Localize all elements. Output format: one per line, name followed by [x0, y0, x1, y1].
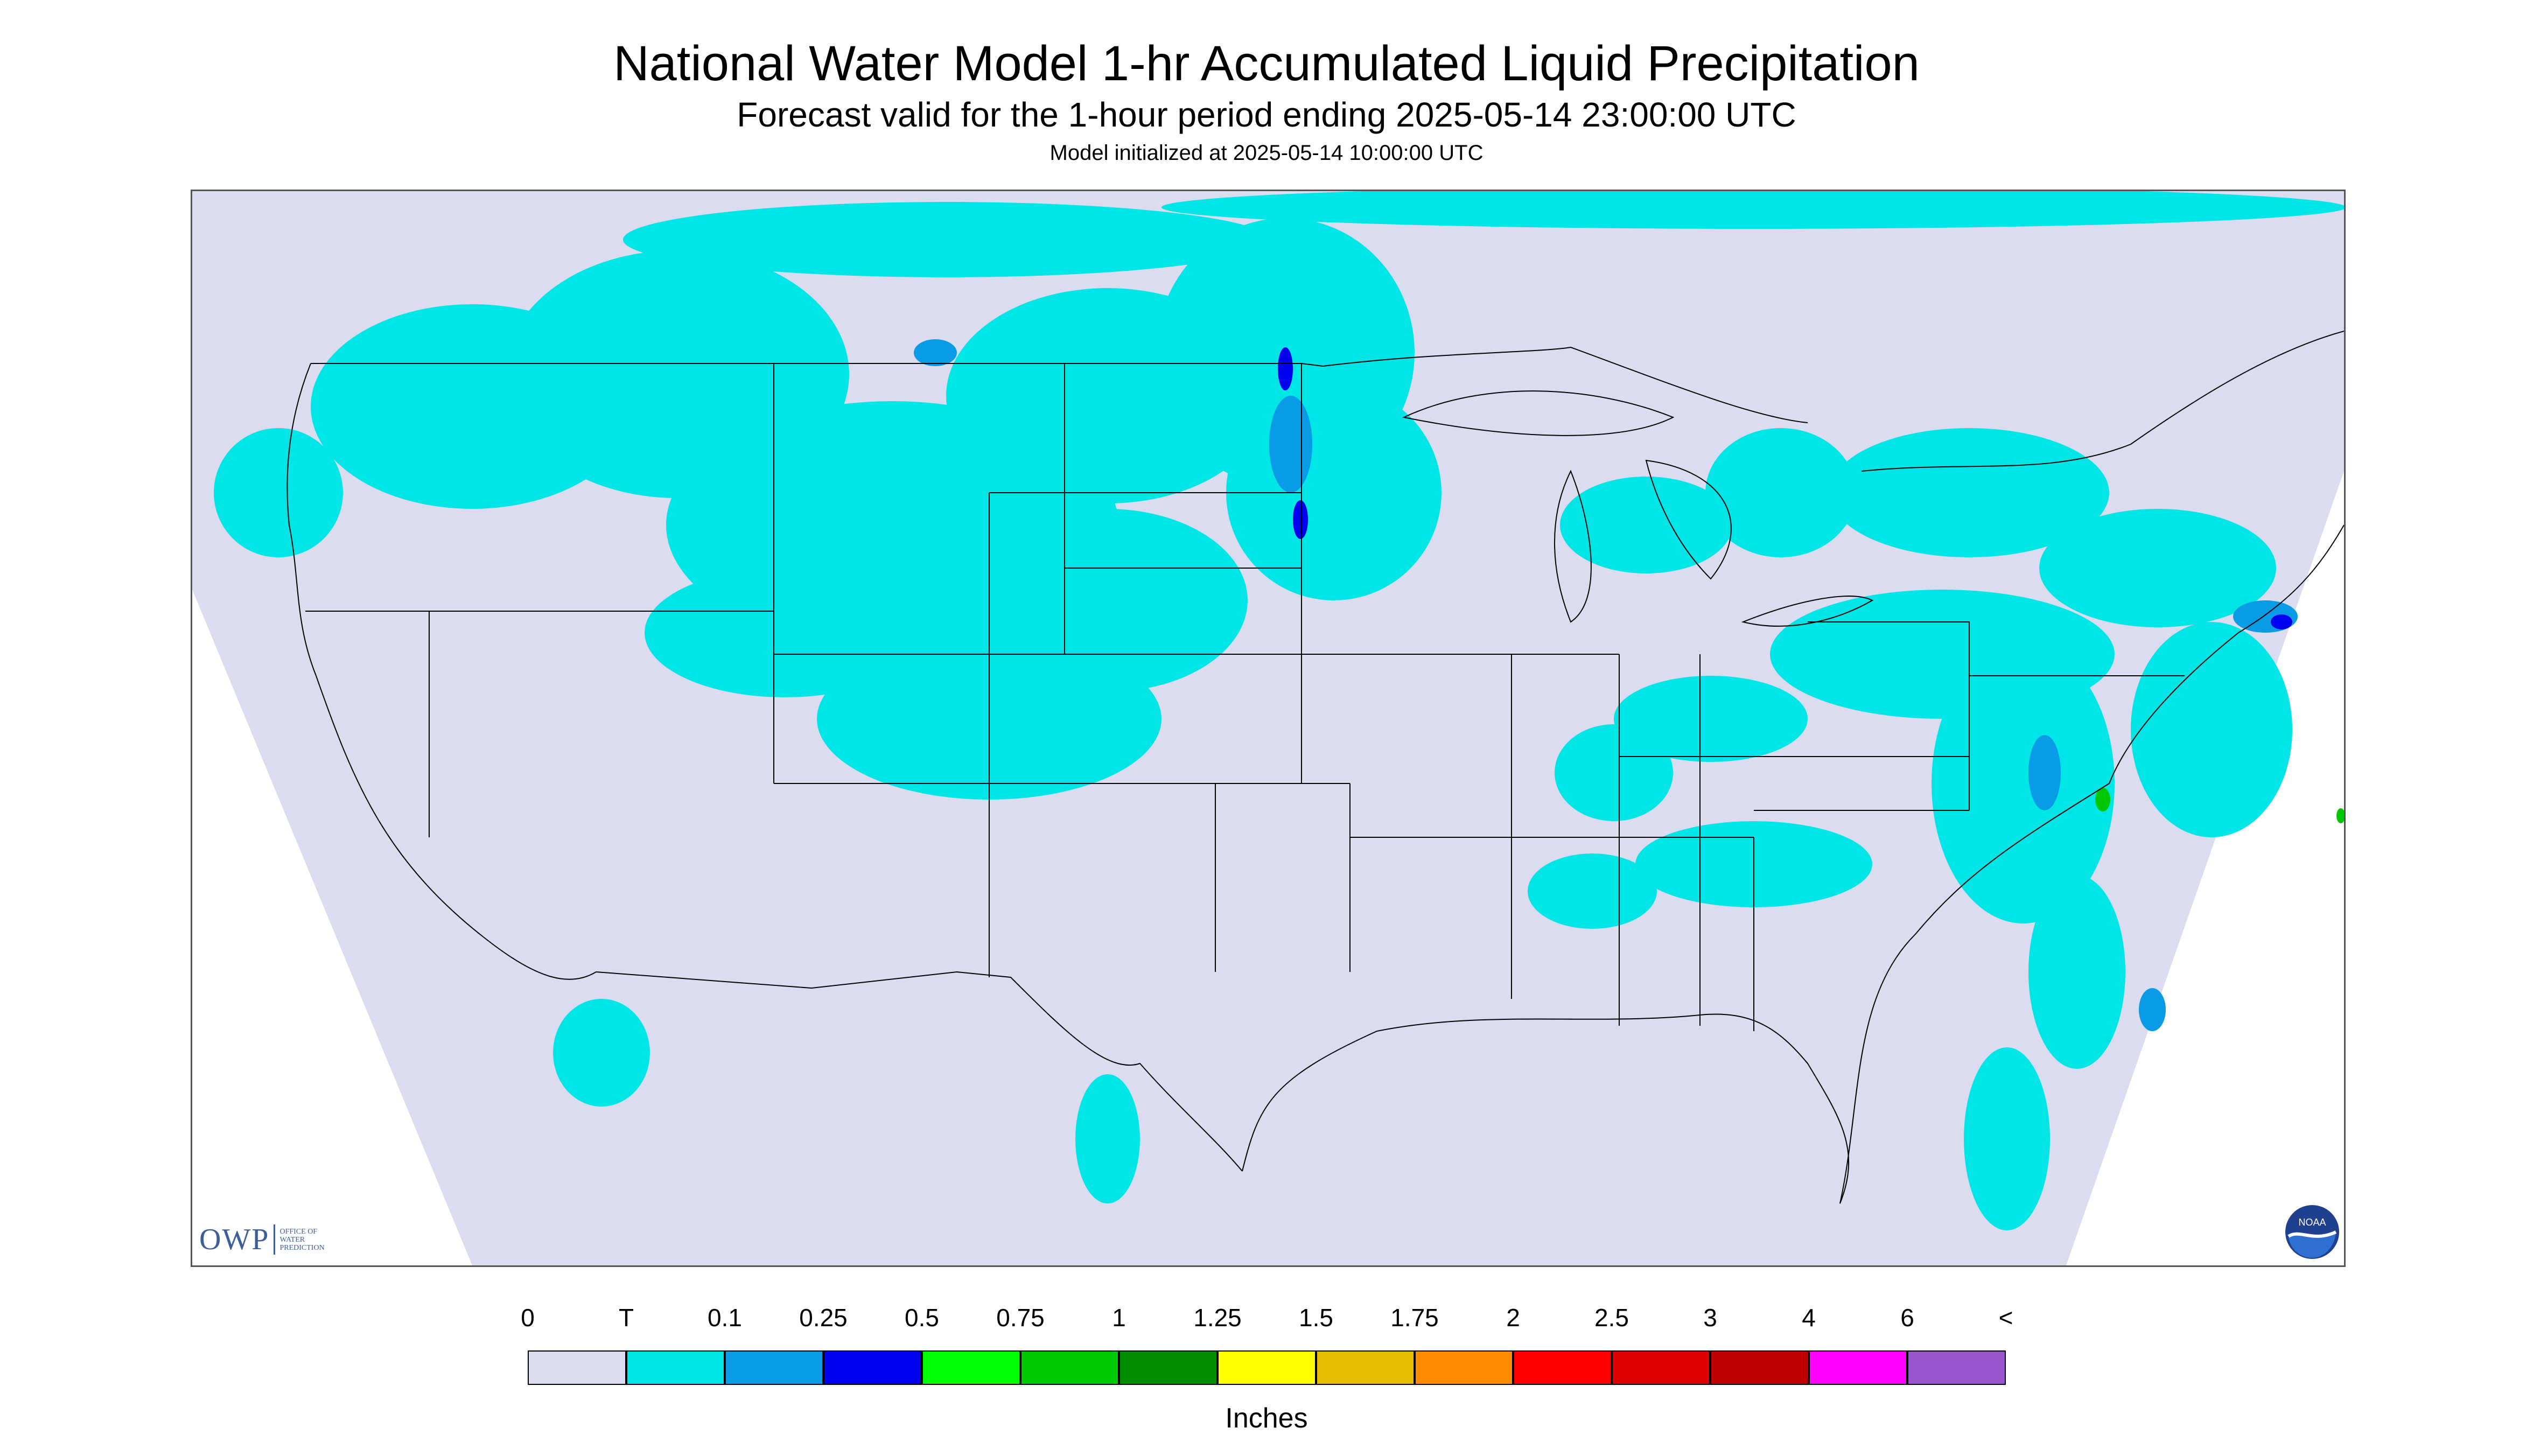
- precip-cell: [1614, 676, 1808, 762]
- legend-tick-label: 4: [1802, 1304, 1816, 1332]
- legend-swatch: [1513, 1350, 1612, 1385]
- lake-superior: [1402, 390, 1675, 436]
- precip-cell: [1161, 191, 2344, 229]
- precip-cell: [1555, 724, 1673, 821]
- noaa-logo-text: NOAA: [2298, 1217, 2326, 1228]
- model-init-line: Model initialized at 2025-05-14 10:00:00…: [1049, 141, 1484, 165]
- legend-swatch: [1710, 1350, 1809, 1385]
- legend-swatch: [1809, 1350, 1907, 1385]
- legend-tick-label: T: [618, 1304, 634, 1332]
- legend-swatch: [626, 1350, 725, 1385]
- precipitation-field: [214, 191, 2344, 1230]
- precip-cell: [2139, 988, 2166, 1031]
- precip-cell: [2095, 788, 2110, 811]
- legend-tick-label: 3: [1703, 1304, 1717, 1332]
- precip-cell: [914, 339, 957, 366]
- legend-tick-label: 6: [1900, 1304, 1914, 1332]
- precip-cell: [214, 428, 343, 557]
- legend-tick-label: 1.25: [1193, 1304, 1242, 1332]
- legend-swatch: [1217, 1350, 1316, 1385]
- owp-sub-line: OFFICE OF: [279, 1227, 318, 1236]
- legend-tick-label: <: [1998, 1304, 2013, 1332]
- state-line: [1808, 621, 1970, 810]
- legend-tick-label: 0: [521, 1304, 535, 1332]
- owp-sub-line: PREDICTION: [279, 1243, 325, 1252]
- precip-cell: [2028, 875, 2125, 1069]
- precip-cell: [553, 999, 650, 1107]
- legend-swatch: [725, 1350, 823, 1385]
- legend-swatch: [1020, 1350, 1119, 1385]
- legend-tick-label: 0.75: [996, 1304, 1045, 1332]
- owp-logo-subtext: OFFICE OF WATER PREDICTION: [279, 1228, 324, 1252]
- lake-michigan: [1554, 470, 1592, 623]
- precip-cell: [1560, 477, 1732, 573]
- precip-cell: [968, 509, 1248, 692]
- owp-logo-text: OWP: [199, 1223, 270, 1256]
- boundaries: [286, 331, 2344, 1204]
- pacific-coastline: [286, 363, 597, 980]
- legend-swatch: [1907, 1350, 2006, 1385]
- precip-cell: [1293, 500, 1308, 539]
- legend-tick-label: 1.75: [1390, 1304, 1439, 1332]
- precip-cell: [1075, 1074, 1140, 1203]
- lake-huron: [1645, 459, 1732, 580]
- legend-units-label: Inches: [1225, 1403, 1308, 1434]
- gulf-coastline: [1242, 1013, 1850, 1204]
- legend-swatch: [922, 1350, 1020, 1385]
- precip-cell: [1528, 853, 1657, 929]
- legend-swatch: [823, 1350, 922, 1385]
- map-canvas: [192, 191, 2344, 1265]
- owp-logo-divider: [274, 1224, 276, 1255]
- precipitation-map: [191, 190, 2346, 1267]
- legend-tick-label: 2: [1506, 1304, 1520, 1332]
- legend-swatch: [528, 1350, 626, 1385]
- map-title: National Water Model 1-hr Accumulated Li…: [613, 36, 1920, 91]
- owp-sub-line: WATER: [279, 1235, 305, 1244]
- owp-logo: OWP OFFICE OF WATER PREDICTION: [199, 1222, 325, 1257]
- legend-swatch: [1119, 1350, 1217, 1385]
- us-canada-border: [1323, 346, 1808, 423]
- atlantic-coastline: [1839, 524, 2344, 1204]
- precip-cell: [2028, 735, 2061, 810]
- us-mexico-border: [596, 971, 1243, 1172]
- precip-cell: [2336, 808, 2344, 823]
- precip-cell: [1705, 428, 1856, 557]
- legend-tick-label: 1.5: [1299, 1304, 1333, 1332]
- legend-swatch: [1612, 1350, 1710, 1385]
- precip-cell: [1964, 1047, 2050, 1230]
- map-subtitle: Forecast valid for the 1-hour period end…: [737, 95, 1796, 134]
- legend-swatch: [1316, 1350, 1415, 1385]
- legend-swatch: [1415, 1350, 1513, 1385]
- precip-cell: [2271, 614, 2292, 629]
- us-canada-border: [1861, 331, 2344, 472]
- legend-tick-label: 2.5: [1594, 1304, 1629, 1332]
- legend-tick-label: 0.25: [799, 1304, 848, 1332]
- precip-cell: [623, 202, 1269, 277]
- legend-tick-label: 1: [1112, 1304, 1126, 1332]
- precip-cell: [1269, 396, 1312, 493]
- precip-cell: [1829, 428, 2109, 557]
- lake-erie: [1741, 596, 1874, 627]
- precip-cell: [645, 568, 925, 697]
- precip-cell: [2131, 622, 2292, 837]
- noaa-logo: NOAA: [2285, 1205, 2339, 1259]
- precip-cell: [1278, 347, 1293, 390]
- legend-tick-label: 0.1: [708, 1304, 742, 1332]
- legend-tick-label: 0.5: [905, 1304, 939, 1332]
- precip-cell: [2039, 509, 2276, 627]
- precip-cell: [1932, 643, 2115, 923]
